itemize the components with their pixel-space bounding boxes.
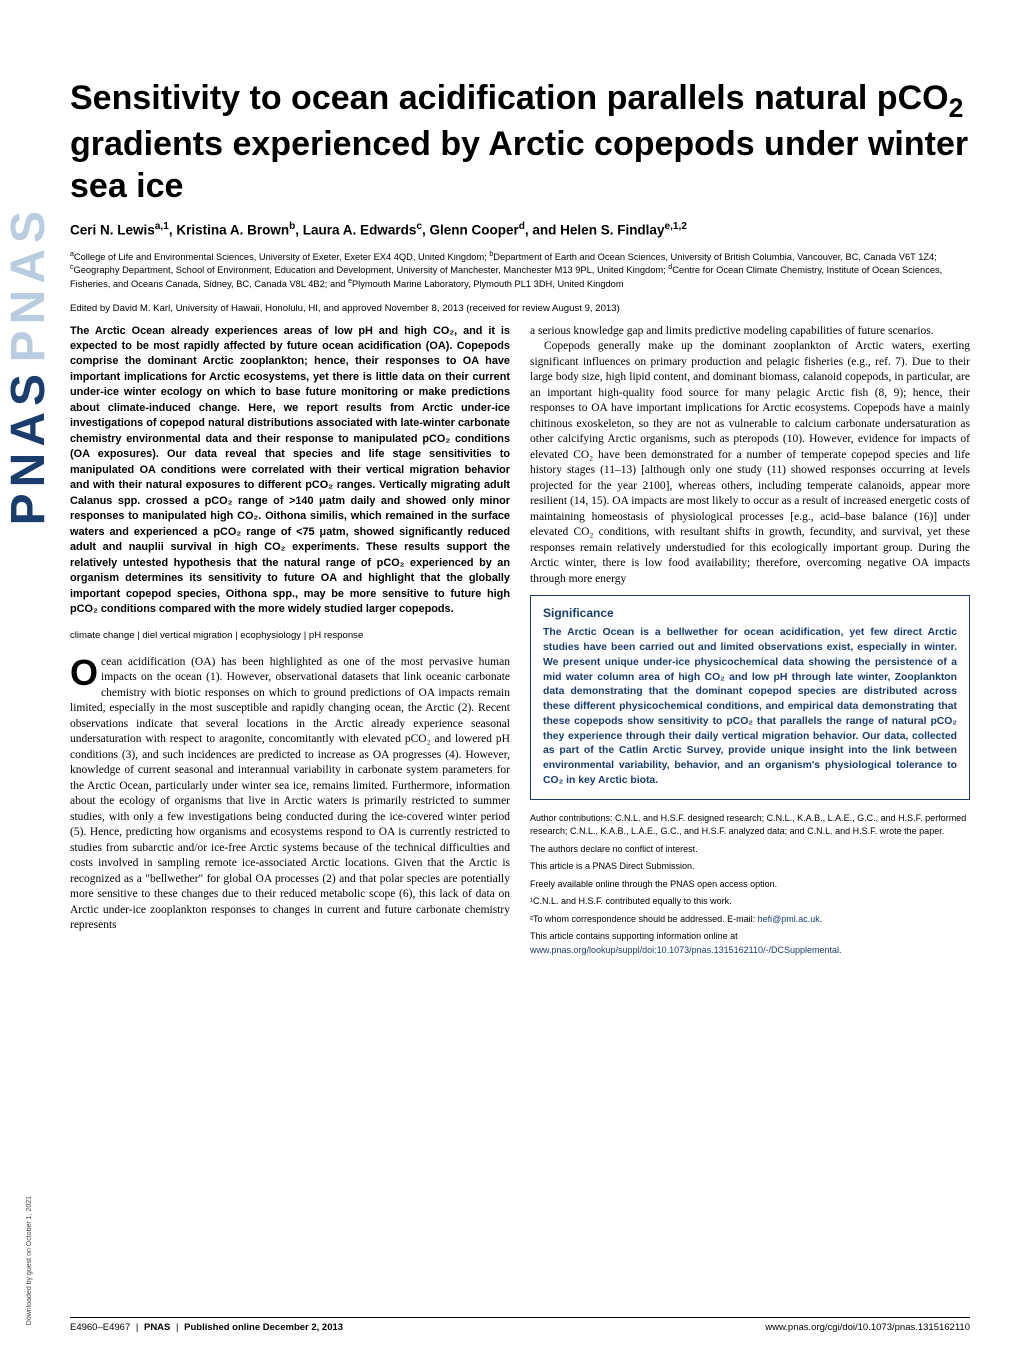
footer-journal: PNAS — [144, 1322, 170, 1333]
affil-a: College of Life and Environmental Scienc… — [74, 252, 487, 262]
significance-title: Significance — [543, 606, 957, 620]
footer-left: E4960–E4967 | PNAS | Published online De… — [70, 1322, 343, 1333]
body-para-2: a serious knowledge gap and limits predi… — [530, 324, 970, 588]
pnas-sidebar-logo: PNAS PNAS — [8, 70, 48, 530]
keywords: climate change | diel vertical migration… — [70, 630, 510, 641]
body2-p2: Copepods generally make up the dominant … — [530, 339, 970, 587]
affil-b: Department of Earth and Ocean Sciences, … — [493, 252, 937, 262]
corresp-pre: ²To whom correspondence should be addres… — [530, 914, 758, 924]
author-notes: Author contributions: C.N.L. and H.S.F. … — [530, 812, 970, 958]
body1-text: cean acidification (OA) has been highlig… — [70, 656, 510, 932]
affil-c: Geography Department, School of Environm… — [73, 265, 665, 275]
right-column: a serious knowledge gap and limits predi… — [530, 324, 970, 962]
download-note: Downloaded by guest on October 1, 2021 — [26, 1196, 33, 1325]
page-footer: E4960–E4967 | PNAS | Published online De… — [70, 1317, 970, 1333]
significance-box: Significance The Arctic Ocean is a bellw… — [530, 595, 970, 799]
left-column: The Arctic Ocean already experiences are… — [70, 324, 510, 962]
note-contrib: Author contributions: C.N.L. and H.S.F. … — [530, 812, 970, 839]
edited-by: Edited by David M. Karl, University of H… — [70, 303, 970, 314]
affiliations: aCollege of Life and Environmental Scien… — [70, 250, 970, 291]
author-list: Ceri N. Lewisa,1, Kristina A. Brownb, La… — [70, 221, 970, 238]
title-sub: 2 — [949, 93, 964, 123]
note-correspondence: ²To whom correspondence should be addres… — [530, 913, 970, 927]
two-column-body: The Arctic Ocean already experiences are… — [70, 324, 970, 962]
title-line1: Sensitivity to ocean acidification paral… — [70, 79, 949, 117]
page-content: Sensitivity to ocean acidification paral… — [70, 0, 970, 961]
dropcap: O — [70, 655, 101, 689]
si-link[interactable]: www.pnas.org/lookup/suppl/doi:10.1073/pn… — [530, 945, 839, 955]
note-conflict: The authors declare no conflict of inter… — [530, 843, 970, 857]
title-line2: gradients experienced by Arctic copepods… — [70, 125, 968, 204]
note-access: Freely available online through the PNAS… — [530, 878, 970, 892]
pnas-logo-pale: PNAS — [1, 205, 56, 362]
body-para-1: Ocean acidification (OA) has been highli… — [70, 655, 510, 934]
body2-p1: a serious knowledge gap and limits predi… — [530, 324, 970, 340]
abstract: The Arctic Ocean already experiences are… — [70, 324, 510, 618]
si-pre: This article contains supporting informa… — [530, 931, 738, 941]
affil-e: Plymouth Marine Laboratory, Plymouth PL1… — [352, 279, 624, 289]
significance-body: The Arctic Ocean is a bellwether for oce… — [543, 626, 957, 788]
note-equal: ¹C.N.L. and H.S.F. contributed equally t… — [530, 895, 970, 909]
note-submission: This article is a PNAS Direct Submission… — [530, 860, 970, 874]
article-title: Sensitivity to ocean acidification paral… — [70, 78, 970, 207]
footer-right: www.pnas.org/cgi/doi/10.1073/pnas.131516… — [765, 1322, 970, 1333]
footer-pages: E4960–E4967 — [70, 1322, 130, 1333]
corresp-email-link[interactable]: hefi@pml.ac.uk — [758, 914, 820, 924]
note-si: This article contains supporting informa… — [530, 930, 970, 957]
pnas-logo-text: PNAS — [1, 368, 56, 525]
footer-pubdate: Published online December 2, 2013 — [184, 1322, 343, 1333]
